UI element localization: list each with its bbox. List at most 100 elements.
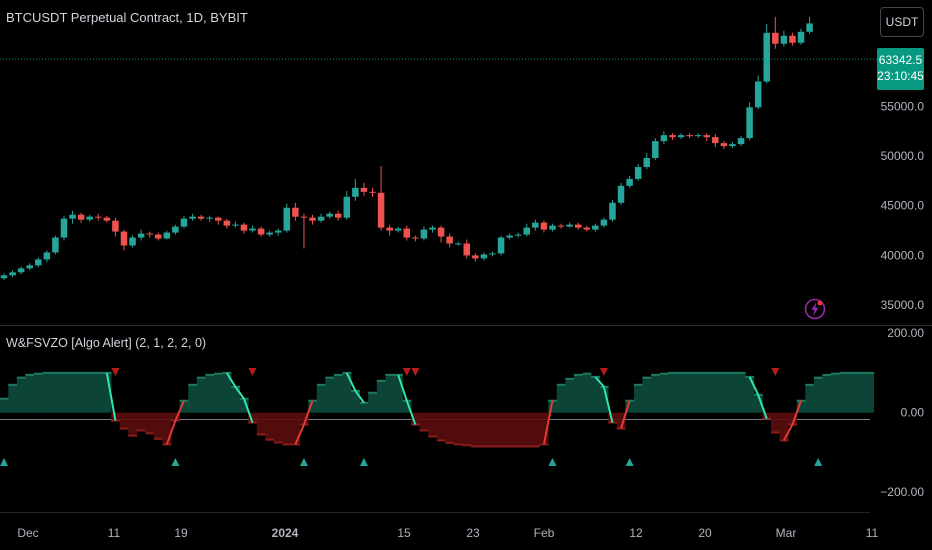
candle-body <box>634 166 642 179</box>
oscillator-fill <box>813 377 823 413</box>
oscillator-edge <box>839 371 849 374</box>
oscillator-fill <box>651 374 660 413</box>
oscillator-edge <box>556 383 566 386</box>
oscillator-rise-line <box>620 400 631 429</box>
oscillator-fill <box>522 412 532 447</box>
candle-body <box>163 232 171 239</box>
time-tick-label: 11 <box>866 526 879 540</box>
oscillator-fill <box>171 412 180 421</box>
oscillator-edge <box>42 371 52 374</box>
oscillator-edge <box>179 399 189 402</box>
buy-signal-marker <box>0 458 8 466</box>
candle-body <box>343 196 351 218</box>
oscillator-tick-label: 200.00 <box>887 326 924 340</box>
buy-signal-marker <box>548 458 557 466</box>
oscillator-rise-line <box>174 400 185 421</box>
candle-body <box>35 259 42 266</box>
oscillator-fill <box>736 372 746 413</box>
oscillator-edge <box>693 371 703 374</box>
oscillator-fill <box>59 372 69 413</box>
oscillator-fill <box>788 412 798 425</box>
oscillator-fill <box>616 412 626 429</box>
symbol-title[interactable]: BTCUSDT Perpetual Contract, 1D, BYBIT <box>6 10 248 25</box>
oscillator-fill <box>359 402 369 413</box>
oscillator-fill <box>591 376 600 413</box>
oscillator-edge <box>93 371 103 374</box>
candle-body <box>694 135 702 137</box>
sell-signal-marker <box>248 368 257 376</box>
oscillator-edge <box>145 432 155 435</box>
candle-body <box>729 144 736 147</box>
oscillator-edge <box>813 376 823 379</box>
oscillator-fill <box>299 412 309 425</box>
oscillator-fill <box>68 372 78 413</box>
oscillator-edge <box>8 383 18 386</box>
oscillator-edge <box>865 371 875 374</box>
oscillator-fill <box>428 412 438 437</box>
oscillator-fill <box>93 372 103 413</box>
oscillator-edge <box>368 391 378 394</box>
oscillator-fill <box>685 372 695 413</box>
oscillator-edge <box>359 401 369 404</box>
oscillator-fill <box>162 412 172 445</box>
candle-body <box>652 141 659 159</box>
oscillator-edge <box>256 433 266 436</box>
candle-body <box>806 23 813 32</box>
candle-body <box>506 235 513 238</box>
candlestick-series <box>0 16 813 281</box>
oscillator-fill <box>273 412 283 443</box>
candle-body <box>197 216 205 219</box>
oscillator-fill <box>856 372 866 413</box>
oscillator-edge <box>736 371 746 374</box>
oscillator-drop-line <box>243 398 254 423</box>
candle-body <box>703 135 710 138</box>
candle-body <box>223 220 231 226</box>
oscillator-edge <box>676 371 686 374</box>
candle-body <box>394 228 402 231</box>
lightning-alert-icon[interactable] <box>804 298 826 320</box>
oscillator-drop-line <box>105 372 117 421</box>
candle-body <box>69 214 76 219</box>
candle-body <box>43 252 51 260</box>
oscillator-edge <box>308 399 318 402</box>
oscillator-fill <box>771 412 780 433</box>
currency-button[interactable]: USDT <box>880 7 924 37</box>
time-tick-label: Mar <box>776 526 797 540</box>
candle-body <box>532 222 539 228</box>
oscillator-fill <box>188 384 198 413</box>
candle-body <box>369 191 376 193</box>
oscillator-edge <box>805 383 815 386</box>
candle-body <box>669 135 676 138</box>
oscillator-fill <box>385 374 395 413</box>
oscillator-edge <box>51 371 61 374</box>
price-axis[interactable]: 35000.040000.045000.050000.055000.060000… <box>880 50 924 499</box>
oscillator-fill <box>445 412 455 443</box>
candle-body <box>283 207 291 231</box>
oscillator-edge <box>856 371 866 374</box>
sell-signal-marker <box>411 368 420 376</box>
oscillator-edge <box>719 371 729 374</box>
indicator-title[interactable]: W&FSVZO [Algo Alert] (2, 1, 2, 2, 0) <box>6 336 207 350</box>
oscillator-edge <box>282 443 292 446</box>
oscillator-fill <box>539 412 549 445</box>
oscillator-fill <box>196 377 206 413</box>
oscillator-edge <box>196 376 206 379</box>
oscillator-edge <box>265 438 275 441</box>
oscillator-edge <box>68 371 78 374</box>
price-tick-label: 35000.0 <box>881 298 925 312</box>
oscillator-fill <box>496 412 506 447</box>
time-tick-label: Feb <box>534 526 555 540</box>
oscillator-fill <box>462 412 472 446</box>
oscillator-fill <box>693 372 703 413</box>
buy-signal-marker <box>171 458 180 466</box>
oscillator-edge <box>625 399 635 402</box>
oscillator-fill <box>8 384 18 413</box>
candle-body <box>497 237 505 254</box>
time-axis[interactable]: Dec 11 19 2024 15 23 Feb 12 20 Mar 11 <box>17 526 878 540</box>
oscillator-fill <box>668 372 678 413</box>
candle-body <box>480 254 488 259</box>
candle-body <box>129 237 136 246</box>
oscillator-edge <box>325 376 335 379</box>
oscillator-fill <box>659 373 669 413</box>
